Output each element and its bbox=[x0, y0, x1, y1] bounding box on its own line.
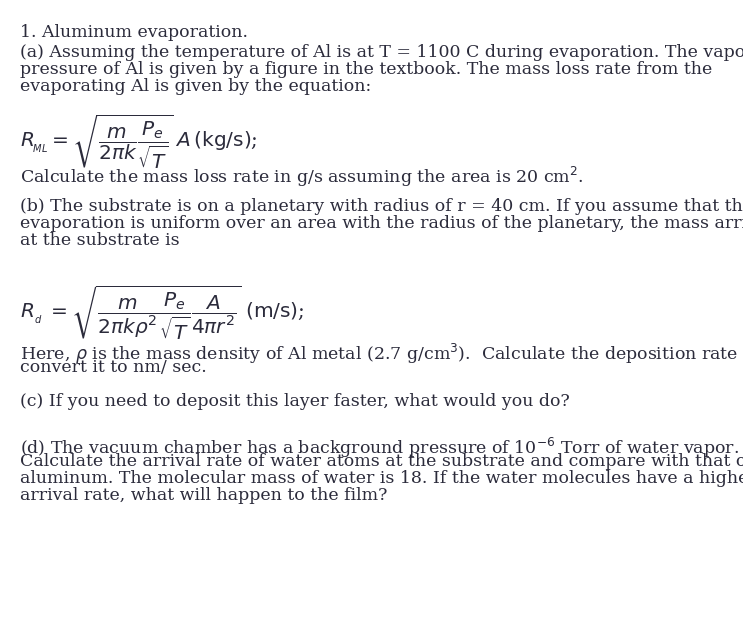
Text: $R_{_d}\; = \sqrt{\dfrac{m}{2\pi k\rho^2}\dfrac{P_e}{\sqrt{T}}\dfrac{A}{4\pi r^2: $R_{_d}\; = \sqrt{\dfrac{m}{2\pi k\rho^2… bbox=[20, 284, 305, 342]
Text: arrival rate, what will happen to the film?: arrival rate, what will happen to the fi… bbox=[20, 487, 387, 504]
Text: 1. Aluminum evaporation.: 1. Aluminum evaporation. bbox=[20, 24, 248, 41]
Text: (a) Assuming the temperature of Al is at T = 1100 C during evaporation. The vapo: (a) Assuming the temperature of Al is at… bbox=[20, 44, 743, 61]
Text: evaporation is uniform over an area with the radius of the planetary, the mass a: evaporation is uniform over an area with… bbox=[20, 215, 743, 232]
Text: Calculate the arrival rate of water atoms at the substrate and compare with that: Calculate the arrival rate of water atom… bbox=[20, 453, 743, 470]
Text: Here, $\rho$ is the mass density of Al metal (2.7 g/cm$^3$).  Calculate the depo: Here, $\rho$ is the mass density of Al m… bbox=[20, 342, 743, 366]
Text: aluminum. The molecular mass of water is 18. If the water molecules have a highe: aluminum. The molecular mass of water is… bbox=[20, 470, 743, 487]
Text: (b) The substrate is on a planetary with radius of r = 40 cm. If you assume that: (b) The substrate is on a planetary with… bbox=[20, 198, 743, 215]
Text: (d) The vacuum chamber has a background pressure of 10$^{-6}$ Torr of water vapo: (d) The vacuum chamber has a background … bbox=[20, 436, 739, 460]
Text: at the substrate is: at the substrate is bbox=[20, 232, 180, 249]
Text: (c) If you need to deposit this layer faster, what would you do?: (c) If you need to deposit this layer fa… bbox=[20, 393, 570, 410]
Text: convert it to nm/ sec.: convert it to nm/ sec. bbox=[20, 359, 207, 376]
Text: Calculate the mass loss rate in g/s assuming the area is 20 cm$^2$.: Calculate the mass loss rate in g/s assu… bbox=[20, 165, 584, 189]
Text: $R_{_{\!ML}} = \sqrt{\dfrac{m}{2\pi k}\dfrac{P_e}{\sqrt{T}}}\;A\,(\mathrm{kg/s}): $R_{_{\!ML}} = \sqrt{\dfrac{m}{2\pi k}\d… bbox=[20, 113, 258, 171]
Text: pressure of Al is given by a figure in the textbook. The mass loss rate from the: pressure of Al is given by a figure in t… bbox=[20, 61, 713, 78]
Text: evaporating Al is given by the equation:: evaporating Al is given by the equation: bbox=[20, 78, 371, 95]
